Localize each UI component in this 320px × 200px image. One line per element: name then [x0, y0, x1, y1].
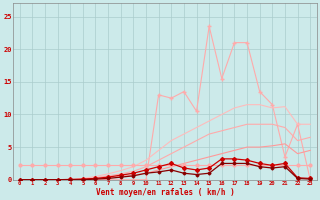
X-axis label: Vent moyen/en rafales ( km/h ): Vent moyen/en rafales ( km/h ) [96, 188, 234, 197]
